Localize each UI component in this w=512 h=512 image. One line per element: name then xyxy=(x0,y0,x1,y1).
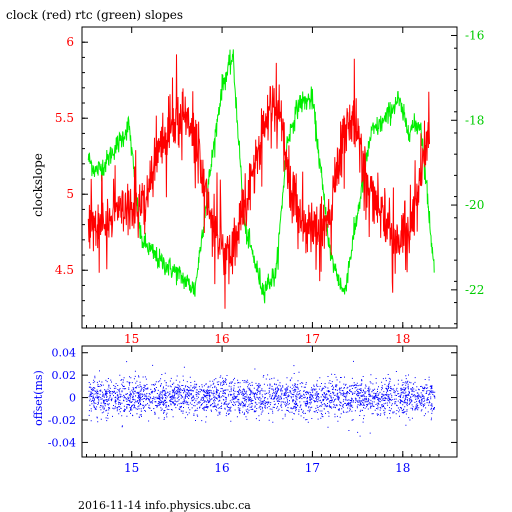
bottom-y-tick-label: 0.02 xyxy=(52,369,77,382)
top-y2-tick-label: -20 xyxy=(465,198,484,212)
top-x-tick-label: 18 xyxy=(395,332,410,346)
top-y2-tick-label: -16 xyxy=(465,28,484,42)
top-y2-tick-label: -22 xyxy=(465,283,484,297)
bottom-axes: 15 16 17 18 0.04 0.02 0 -0.02 -0.04 xyxy=(48,346,457,475)
top-y-tick-label: 5.5 xyxy=(55,111,74,125)
top-x-tick-label: 15 xyxy=(124,332,139,346)
rtc-series-line xyxy=(87,49,435,304)
top-y-tick-label: 6 xyxy=(66,35,74,49)
bottom-x-tick-label: 17 xyxy=(305,461,320,475)
bottom-y-tick-label: 0 xyxy=(69,392,76,405)
offset-dots xyxy=(88,346,436,437)
bottom-panel: 15 16 17 18 0.04 0.02 0 -0.02 -0.04 offset(ms) xyxy=(32,345,458,475)
top-x-tick-label: 17 xyxy=(305,332,320,346)
top-y-axis-label: clockslope xyxy=(31,153,45,217)
top-y2-tick-label: -18 xyxy=(465,113,484,127)
bottom-panel-frame xyxy=(81,345,458,458)
bottom-y-tick-label: 0.04 xyxy=(52,347,77,360)
clock-series-line xyxy=(87,54,430,309)
bottom-y-tick-label: -0.04 xyxy=(48,436,76,449)
top-panel: 15 16 17 18 4.5 5 5.5 6 -22 -20 -18 -16 clockslope xyxy=(31,26,484,346)
top-x-tick-label: 16 xyxy=(214,332,229,346)
top-panel-frame xyxy=(81,26,458,329)
bottom-x-tick-label: 16 xyxy=(214,461,229,475)
bottom-x-tick-label: 15 xyxy=(124,461,139,475)
bottom-y-tick-label: -0.02 xyxy=(48,414,76,427)
top-y-tick-label: 5 xyxy=(66,187,74,201)
top-axes: 15 16 17 18 4.5 5 5.5 6 -22 -20 -18 -16 xyxy=(55,27,484,346)
bottom-x-tick-label: 18 xyxy=(395,461,410,475)
bottom-y-axis-label: offset(ms) xyxy=(32,370,45,426)
chart-title: clock (red) rtc (green) slopes xyxy=(6,8,183,22)
top-y-tick-label: 4.5 xyxy=(55,263,74,277)
footer-text: 2016-11-14 info.physics.ubc.ca xyxy=(78,499,251,512)
offset-scatter-points xyxy=(88,346,436,437)
top-plot-area xyxy=(87,49,435,309)
